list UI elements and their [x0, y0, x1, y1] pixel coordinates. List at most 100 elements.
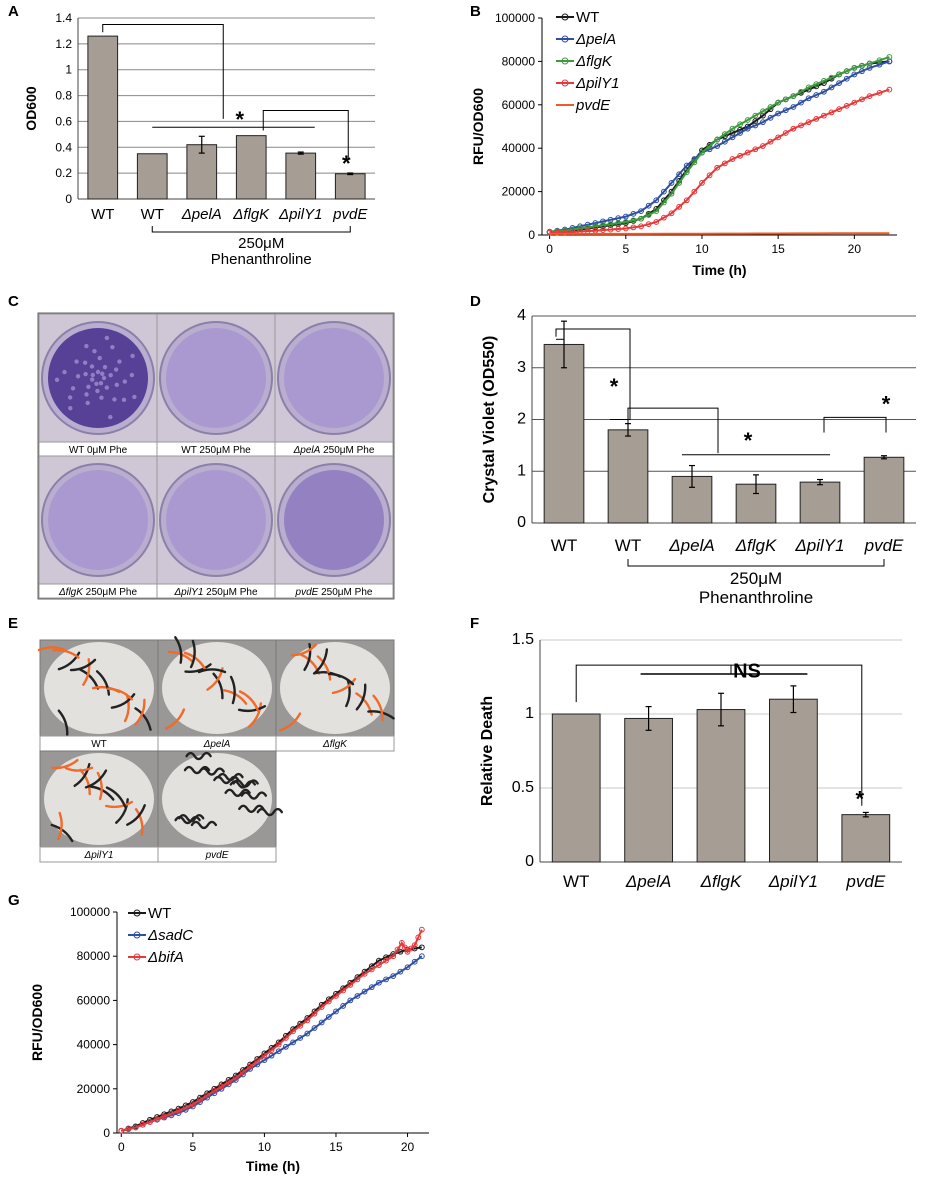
bar — [769, 698, 818, 863]
x-category-label: WT — [563, 872, 589, 891]
data-point — [383, 957, 389, 964]
panel-letter-c: C — [8, 293, 19, 310]
panel-letter-f: F — [470, 615, 479, 632]
data-point — [411, 942, 418, 949]
group-bracket — [627, 559, 885, 567]
biofilm-speck — [68, 406, 73, 411]
worm — [123, 693, 130, 723]
x-category-label: ΔpelA — [668, 536, 714, 555]
worm — [372, 694, 384, 722]
data-point — [737, 121, 743, 128]
data-point — [767, 104, 774, 110]
plate-caption-condition: 250μM Phe — [318, 587, 373, 598]
data-point — [325, 998, 332, 1005]
legend-marker — [561, 13, 569, 21]
worm — [247, 702, 263, 728]
data-point — [851, 99, 858, 106]
plate-cell: WT 250μM Phe — [156, 313, 276, 457]
plate-caption: WT 250μM Phe — [181, 445, 251, 456]
data-point — [361, 970, 368, 977]
worm — [224, 788, 251, 797]
y-tick-label: 0.5 — [512, 779, 534, 796]
plate-caption-condition: 250μM Phe — [83, 587, 138, 598]
biofilm-speck — [90, 377, 95, 382]
well-caption: pvdE — [205, 850, 229, 861]
plate-caption: WT 0μM Phe — [69, 445, 128, 456]
data-point — [290, 1039, 296, 1046]
data-point — [318, 1004, 325, 1010]
biofilm-speck — [113, 367, 119, 372]
data-point — [254, 1058, 261, 1065]
data-point — [546, 229, 553, 236]
worm — [64, 766, 94, 772]
biofilm-speck — [74, 359, 79, 364]
data-point — [683, 162, 690, 169]
plate-caption: pvdE 250μM Phe — [295, 587, 373, 598]
worm-well: WT — [37, 639, 159, 752]
bar — [841, 814, 891, 863]
biofilm-speck — [84, 343, 89, 349]
data-point — [691, 159, 698, 166]
worm — [84, 769, 108, 789]
x-tick-label: 15 — [329, 1140, 343, 1154]
data-point — [859, 96, 865, 103]
data-point — [132, 1124, 139, 1131]
data-point — [418, 926, 425, 933]
data-point — [737, 130, 743, 136]
series-1 — [118, 953, 425, 1134]
bar — [624, 717, 673, 863]
data-point — [297, 1035, 304, 1041]
well-caption: WT — [91, 739, 107, 750]
legend-label: WT — [148, 905, 171, 922]
biofilm-speck — [67, 395, 73, 400]
x-category-label: WT — [141, 206, 164, 223]
data-point — [247, 1063, 254, 1070]
y-tick-label: 1.5 — [512, 631, 534, 648]
data-point — [683, 197, 690, 204]
data-point — [275, 1048, 282, 1055]
worm — [134, 808, 144, 836]
x-axis-title: Time (h) — [246, 1158, 300, 1174]
data-point — [876, 89, 883, 96]
data-point — [318, 1019, 325, 1026]
data-point — [630, 224, 637, 231]
x-tick-label: 10 — [695, 242, 709, 256]
data-point — [760, 119, 766, 126]
worm — [95, 670, 111, 696]
worm — [183, 651, 207, 671]
y-tick-label: 1 — [517, 462, 526, 479]
y-tick-label: 1.2 — [55, 37, 72, 51]
y-tick-label: 1.4 — [55, 11, 72, 25]
data-point — [805, 95, 812, 102]
data-point — [836, 80, 843, 86]
data-point — [361, 988, 368, 995]
plate-biofilm — [284, 328, 384, 428]
biofilm-speck — [90, 372, 96, 378]
biofilm-speck — [104, 335, 110, 341]
x-category-label: ΔpilY1 — [768, 872, 818, 891]
series-2 — [546, 54, 893, 235]
data-point — [744, 117, 751, 123]
series-1 — [546, 58, 893, 235]
worm — [313, 648, 329, 674]
data-point — [737, 152, 743, 159]
data-point — [668, 210, 675, 217]
worm — [174, 636, 183, 664]
data-point — [622, 225, 629, 232]
biofilm-speck — [102, 364, 108, 370]
error-bar — [881, 455, 887, 460]
bar — [543, 343, 585, 524]
data-point — [622, 219, 629, 225]
data-point — [820, 88, 827, 95]
x-category-label: ΔflgK — [232, 206, 270, 223]
data-point — [154, 1116, 160, 1123]
data-point — [782, 96, 789, 103]
worm — [212, 672, 224, 700]
data-point — [304, 1017, 311, 1024]
plate-caption-condition: WT 250μM Phe — [181, 445, 251, 456]
worm — [327, 672, 355, 686]
y-tick-label: 3 — [517, 359, 526, 376]
data-point — [836, 106, 843, 113]
worm — [256, 807, 283, 817]
x-tick-label: 0 — [546, 242, 553, 256]
